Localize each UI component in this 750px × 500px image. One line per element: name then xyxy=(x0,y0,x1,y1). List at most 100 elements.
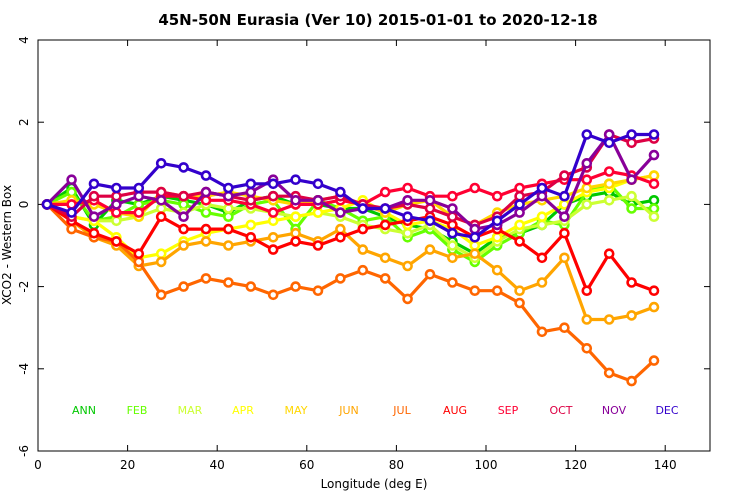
point-nov-19 xyxy=(469,223,481,235)
point-feb-7 xyxy=(200,207,212,218)
point-apr-5 xyxy=(155,248,167,259)
series-sep xyxy=(41,166,660,218)
point-mar-27 xyxy=(648,211,660,222)
point-jun-5 xyxy=(155,256,167,268)
point-feb-6 xyxy=(178,199,189,210)
point-jul-13 xyxy=(335,273,346,284)
series-line-apr xyxy=(46,174,655,260)
point-sep-19 xyxy=(469,182,481,194)
point-oct-5 xyxy=(155,186,167,198)
point-sep-10 xyxy=(267,207,279,218)
point-jun-15 xyxy=(379,252,391,264)
point-sep-21 xyxy=(514,182,525,194)
series-line-sep xyxy=(47,169,655,215)
legend-jul: JUL xyxy=(392,404,411,417)
point-nov-21 xyxy=(514,207,525,218)
x-axis-label: Longitude (deg E) xyxy=(321,477,428,491)
plot-frame xyxy=(37,39,711,452)
y-tick-label-2: -2 xyxy=(17,281,31,293)
point-oct-18 xyxy=(447,211,458,222)
point-aug-6 xyxy=(178,223,189,235)
point-jul-11 xyxy=(290,281,301,292)
legend: ANN FEB MAR APR MAY JUN JUL AUG SEP OCT NOV DEC xyxy=(72,404,679,417)
series-line-nov xyxy=(45,132,656,231)
point-aug-13 xyxy=(335,232,346,243)
point-aug-3 xyxy=(111,236,122,247)
point-dec-10 xyxy=(267,178,279,190)
point-mar-8 xyxy=(223,203,234,214)
point-dec-8 xyxy=(223,182,234,194)
point-jul-24 xyxy=(581,342,593,354)
point-oct-2 xyxy=(88,190,100,202)
point-dec-15 xyxy=(379,203,391,214)
point-dec-22 xyxy=(536,182,548,194)
point-mar-26 xyxy=(626,190,637,202)
point-sep-25 xyxy=(603,166,615,177)
point-nov-16 xyxy=(402,195,413,206)
point-jun-6 xyxy=(178,240,189,251)
point-nov-5 xyxy=(155,195,167,206)
point-ann-27 xyxy=(648,195,660,206)
point-jun-18 xyxy=(447,252,458,264)
point-jul-7 xyxy=(200,273,212,284)
point-jun-7 xyxy=(200,236,212,247)
point-jul-19 xyxy=(469,285,481,297)
x-tick-label-1: 20 xyxy=(120,458,135,472)
point-sep-3 xyxy=(111,207,122,218)
point-mar-16 xyxy=(402,227,413,239)
point-aug-23 xyxy=(559,227,570,239)
x-tick-label-0: 0 xyxy=(34,458,42,472)
axis-ticks: 0 20 40 60 80 100 120 140 -6 -4 -2 0 2 4 xyxy=(17,36,710,472)
point-dec-3 xyxy=(111,182,122,194)
point-jul-4 xyxy=(133,256,145,268)
point-dec-7 xyxy=(200,170,212,181)
point-jul-22 xyxy=(536,326,548,338)
point-jul-16 xyxy=(402,293,413,305)
point-dec-4 xyxy=(133,182,145,194)
point-jun-16 xyxy=(402,260,413,272)
point-apr-9 xyxy=(245,219,257,231)
point-nov-7 xyxy=(200,186,212,198)
point-jun-23 xyxy=(559,252,570,264)
point-nov-4 xyxy=(133,190,145,202)
point-mar-3 xyxy=(111,215,122,227)
point-nov-8 xyxy=(223,190,234,202)
point-dec-17 xyxy=(424,215,436,227)
point-oct-26 xyxy=(626,137,637,149)
point-jul-26 xyxy=(626,375,637,387)
legend-oct: OCT xyxy=(549,404,572,417)
point-apr-12 xyxy=(312,207,324,218)
point-mar-5 xyxy=(155,203,167,214)
x-tick-label-6: 120 xyxy=(564,458,587,472)
point-nov-2 xyxy=(88,211,100,222)
point-sep-4 xyxy=(133,207,145,218)
series-line-aug xyxy=(46,203,655,293)
point-sep-20 xyxy=(491,190,503,202)
point-jun-21 xyxy=(514,285,525,297)
series-layer xyxy=(41,129,660,387)
point-dec-27 xyxy=(648,129,660,140)
point-nov-25 xyxy=(603,129,615,140)
point-dec-21 xyxy=(514,199,525,210)
y-tick-label-5: 4 xyxy=(17,36,31,44)
chart-title: 45N-50N Eurasia (Ver 10) 2015-01-01 to 2… xyxy=(158,11,597,29)
point-dec-20 xyxy=(491,215,503,227)
point-aug-25 xyxy=(603,248,615,259)
point-aug-5 xyxy=(155,211,167,222)
point-dec-13 xyxy=(335,186,346,198)
point-dec-1 xyxy=(66,207,77,218)
legend-aug: AUG xyxy=(443,404,467,417)
point-jun-20 xyxy=(491,264,503,276)
point-dec-16 xyxy=(402,211,413,222)
point-jun-17 xyxy=(424,244,436,255)
point-jul-12 xyxy=(312,285,324,297)
point-feb-27 xyxy=(648,203,660,214)
point-mar-22 xyxy=(536,219,548,231)
point-feb-1 xyxy=(66,186,77,198)
point-oct-3 xyxy=(111,190,122,202)
point-dec-9 xyxy=(245,178,257,190)
point-jul-15 xyxy=(379,273,391,284)
point-dec-25 xyxy=(603,137,615,149)
point-aug-18 xyxy=(447,219,458,231)
point-oct-6 xyxy=(178,190,189,202)
